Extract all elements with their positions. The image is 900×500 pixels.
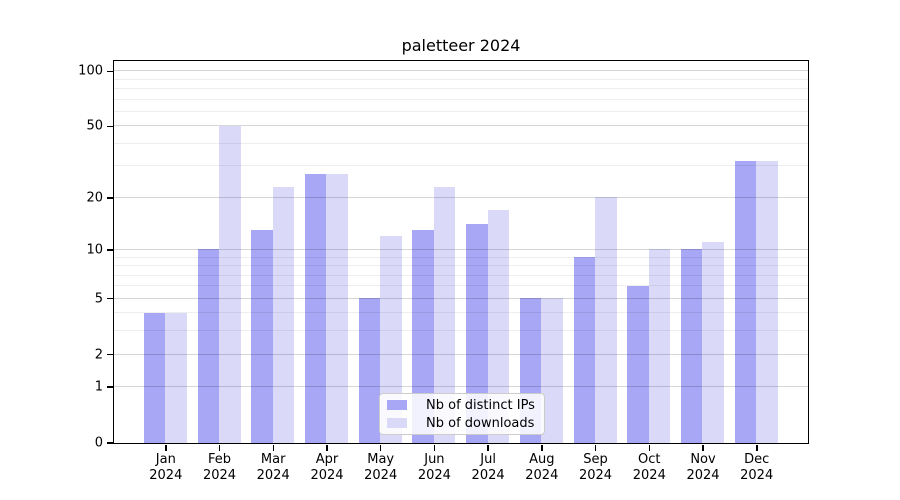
x-tick — [272, 444, 274, 451]
bar-jul-2024-nb-of-distinct-ips — [466, 224, 488, 443]
legend-item-distinct-ips: Nb of distinct IPs — [387, 398, 544, 413]
legend-swatch-downloads-icon — [387, 418, 407, 428]
bar-oct-2024-nb-of-downloads — [648, 249, 671, 443]
bar-dec-2024-nb-of-distinct-ips — [734, 160, 757, 443]
gridline-minor — [113, 330, 808, 332]
legend-label-distinct-ips: Nb of distinct IPs — [426, 397, 535, 413]
x-tick — [594, 444, 597, 451]
y-tick-label: 1 — [94, 379, 103, 395]
y-tick — [106, 353, 113, 356]
legend: Nb of distinct IPs Nb of downloads — [379, 393, 545, 435]
bar-dec-2024-nb-of-downloads — [756, 160, 778, 443]
bar-nov-2024-nb-of-distinct-ips — [680, 249, 703, 443]
y-tick — [106, 442, 113, 444]
bar-mar-2024-nb-of-downloads — [272, 186, 295, 443]
gridline-minor — [113, 265, 808, 266]
gridline-minor — [113, 142, 808, 144]
gridline-major — [113, 386, 808, 388]
gridline-minor — [113, 110, 808, 112]
gridline-major — [113, 353, 808, 355]
x-tick-label: May 2024 — [364, 452, 398, 483]
bar-jan-2024-nb-of-distinct-ips — [143, 312, 166, 443]
gridline-major — [113, 297, 808, 299]
bar-may-2024-nb-of-downloads — [380, 235, 402, 443]
bar-apr-2024-nb-of-downloads — [326, 174, 348, 443]
gridline-major — [113, 248, 808, 250]
y-tick-label: 100 — [78, 63, 103, 79]
y-tick-label: 50 — [86, 118, 103, 134]
y-tick — [106, 249, 113, 251]
x-tick-label: Apr 2024 — [310, 452, 344, 483]
gridline-minor — [113, 274, 808, 276]
gridline-minor — [113, 256, 808, 258]
chart-title: paletteer 2024 — [401, 36, 521, 55]
x-tick — [326, 444, 328, 451]
x-tick — [218, 444, 221, 451]
gridline-minor — [113, 98, 808, 100]
y-tick-label: 10 — [86, 242, 103, 258]
gridline-minor — [113, 88, 808, 89]
plot-area — [112, 60, 809, 444]
bar-sep-2024-nb-of-distinct-ips — [573, 257, 596, 443]
y-tick-label: 0 — [94, 435, 103, 451]
legend-label-downloads: Nb of downloads — [426, 415, 535, 431]
x-tick — [487, 444, 489, 451]
legend-item-downloads: Nb of downloads — [387, 416, 544, 431]
legend-swatch-distinct-ips-icon — [387, 400, 407, 410]
x-tick-label: Oct 2024 — [632, 452, 666, 483]
x-tick — [541, 444, 543, 451]
y-tick-label: 20 — [86, 190, 103, 206]
x-tick-label: Feb 2024 — [202, 452, 237, 483]
y-tick-label: 2 — [94, 347, 103, 362]
bar-jun-2024-nb-of-distinct-ips — [412, 229, 434, 443]
bar-may-2024-nb-of-distinct-ips — [358, 298, 381, 443]
bar-sep-2024-nb-of-downloads — [595, 197, 617, 443]
y-tick — [106, 297, 113, 300]
bar-jun-2024-nb-of-downloads — [433, 186, 456, 443]
bar-jan-2024-nb-of-downloads — [165, 312, 187, 443]
x-tick-label: Mar 2024 — [256, 452, 290, 483]
x-tick — [648, 444, 650, 451]
bar-mar-2024-nb-of-distinct-ips — [251, 229, 273, 443]
x-tick-label: Jun 2024 — [417, 452, 451, 483]
x-tick-label: Nov 2024 — [686, 452, 720, 483]
bar-feb-2024-nb-of-downloads — [219, 125, 241, 443]
x-tick — [756, 444, 758, 451]
x-tick — [165, 444, 167, 451]
gridline-major — [113, 196, 808, 198]
gridline-minor — [113, 78, 808, 80]
y-tick — [106, 70, 113, 72]
bar-feb-2024-nb-of-distinct-ips — [197, 249, 220, 443]
x-tick — [379, 444, 382, 451]
x-tick-label: Sep 2024 — [578, 452, 613, 483]
gridline-major — [113, 70, 808, 72]
gridline-major — [113, 125, 808, 127]
x-tick-label: Jan 2024 — [149, 452, 183, 483]
gridline-minor — [113, 165, 808, 167]
y-tick — [106, 125, 113, 127]
gridline-minor — [113, 312, 808, 314]
y-tick — [106, 386, 113, 388]
x-tick — [433, 444, 436, 451]
bar-jul-2024-nb-of-downloads — [487, 209, 510, 443]
bar-apr-2024-nb-of-distinct-ips — [304, 174, 327, 443]
bar-nov-2024-nb-of-downloads — [702, 242, 724, 443]
bar-oct-2024-nb-of-distinct-ips — [627, 285, 649, 443]
y-tick — [106, 197, 113, 199]
y-tick-label: 5 — [94, 291, 103, 307]
x-tick-label: Aug 2024 — [525, 452, 559, 483]
x-tick-label: Jul 2024 — [471, 452, 505, 483]
x-tick — [702, 444, 704, 451]
gridline-minor — [113, 285, 808, 287]
bar-aug-2024-nb-of-downloads — [541, 298, 563, 443]
x-tick-label: Dec 2024 — [740, 452, 774, 483]
